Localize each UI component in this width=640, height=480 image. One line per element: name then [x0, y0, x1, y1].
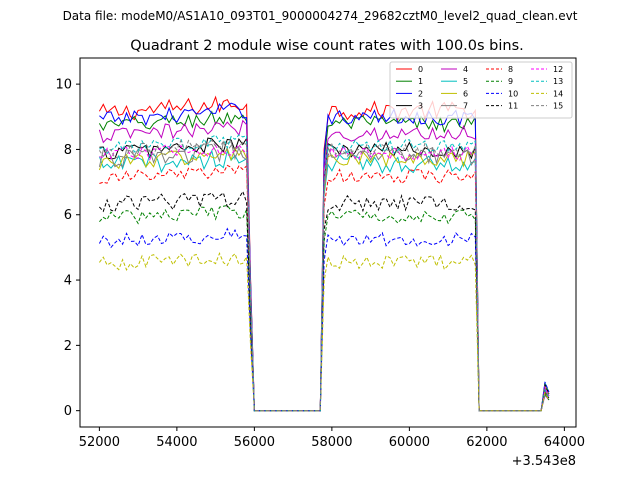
y-tick-label: 10 — [55, 78, 72, 93]
series-line-4 — [98, 119, 550, 412]
series-layer — [98, 95, 550, 412]
series-line-2 — [99, 102, 550, 412]
y-tick-label: 8 — [64, 143, 72, 158]
series-line-11 — [99, 190, 550, 412]
series-line-14 — [99, 251, 550, 412]
y-tick-label: 2 — [64, 339, 72, 354]
y-tick-label: 4 — [64, 274, 72, 289]
legend-label-6: 6 — [463, 89, 468, 98]
legend-box — [389, 61, 573, 119]
legend-label-7: 7 — [463, 102, 468, 111]
legend-label-0: 0 — [418, 65, 423, 74]
series-line-7 — [98, 140, 550, 412]
x-tick-label: 58000 — [311, 435, 352, 450]
series-line-6 — [98, 147, 550, 412]
figure-suptitle: Data file: modeM0/AS1A10_093T01_90000042… — [63, 9, 578, 23]
legend-label-3: 3 — [418, 102, 423, 111]
legend-label-14: 14 — [553, 89, 563, 98]
series-line-8 — [99, 164, 550, 412]
series-line-13 — [99, 134, 550, 412]
x-tick-label: 64000 — [544, 435, 585, 450]
series-line-10 — [98, 227, 550, 412]
x-axis-offset-label: +3.543e8 — [512, 454, 576, 469]
legend-label-2: 2 — [418, 89, 423, 98]
x-tick-label: 62000 — [466, 435, 507, 450]
axes-frame — [79, 57, 577, 428]
legend-label-15: 15 — [553, 102, 563, 111]
x-tick-label: 54000 — [156, 435, 197, 450]
chart-title: Quadrant 2 module wise count rates with … — [130, 38, 524, 54]
legend-label-9: 9 — [508, 77, 513, 86]
y-tick-label: 6 — [64, 208, 72, 223]
series-line-9 — [99, 204, 550, 412]
legend-label-8: 8 — [508, 65, 513, 74]
y-axis: 0 2 4 6 8 10 — [55, 78, 80, 419]
legend-label-1: 1 — [418, 77, 423, 86]
legend-label-13: 13 — [553, 77, 563, 86]
x-tick-label: 52000 — [79, 435, 120, 450]
x-axis: 52000 54000 56000 58000 60000 62000 64000 — [79, 427, 585, 450]
x-tick-label: 56000 — [234, 435, 275, 450]
legend-label-10: 10 — [508, 89, 518, 98]
legend-label-4: 4 — [463, 65, 468, 74]
legend-label-12: 12 — [553, 65, 563, 74]
legend-label-5: 5 — [463, 77, 468, 86]
series-line-5 — [98, 149, 550, 412]
legend-label-11: 11 — [508, 102, 518, 111]
series-line-1 — [98, 110, 550, 412]
x-tick-label: 60000 — [389, 435, 430, 450]
y-tick-label: 0 — [64, 404, 72, 419]
